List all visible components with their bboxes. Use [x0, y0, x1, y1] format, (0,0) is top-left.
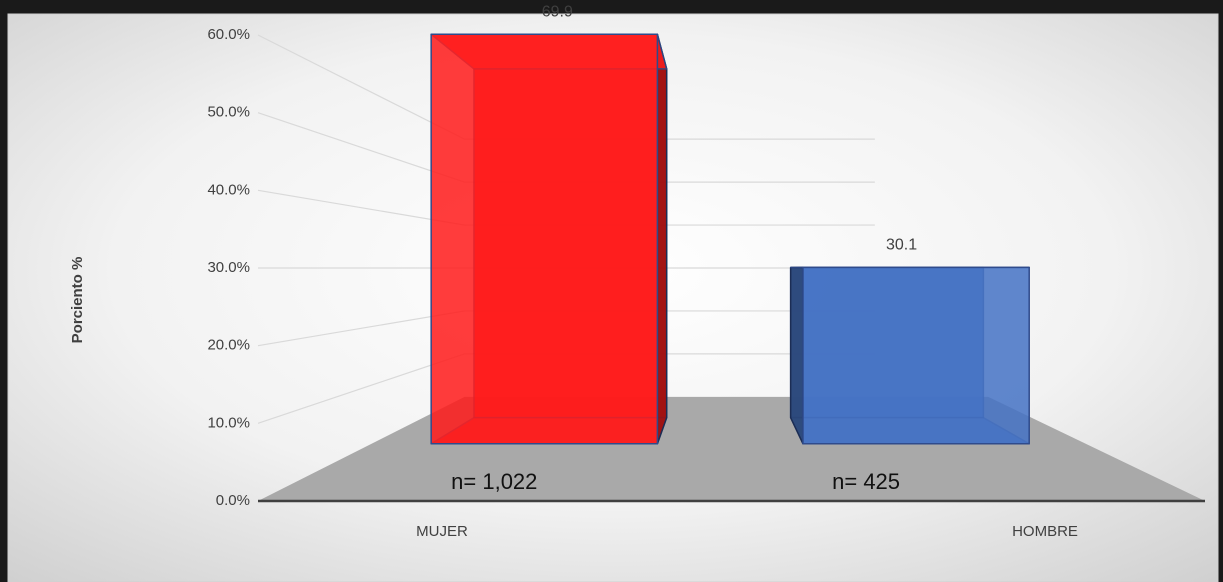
annotation: n= 1,022 — [451, 469, 537, 494]
bar-side — [789, 266, 804, 445]
y-tick-label: 60.0% — [207, 26, 250, 43]
x-tick-label: MUJER — [416, 523, 468, 540]
x-tick-label: HOMBRE — [1012, 523, 1078, 540]
data-label: 30.1 — [886, 237, 917, 254]
y-axis-title: Porciento % — [69, 257, 86, 344]
bar-side — [656, 33, 668, 445]
y-tick-label: 30.0% — [207, 259, 250, 276]
y-tick-label: 40.0% — [207, 181, 250, 198]
bar-front — [802, 266, 1030, 445]
y-tick-label: 20.0% — [207, 337, 250, 354]
y-tick-label: 10.0% — [207, 414, 250, 431]
data-label: 69.9 — [542, 4, 573, 21]
y-tick-label: 0.0% — [216, 492, 250, 509]
bar-front — [430, 33, 659, 445]
y-tick-label: 50.0% — [207, 104, 250, 121]
annotation: n= 425 — [832, 469, 900, 494]
